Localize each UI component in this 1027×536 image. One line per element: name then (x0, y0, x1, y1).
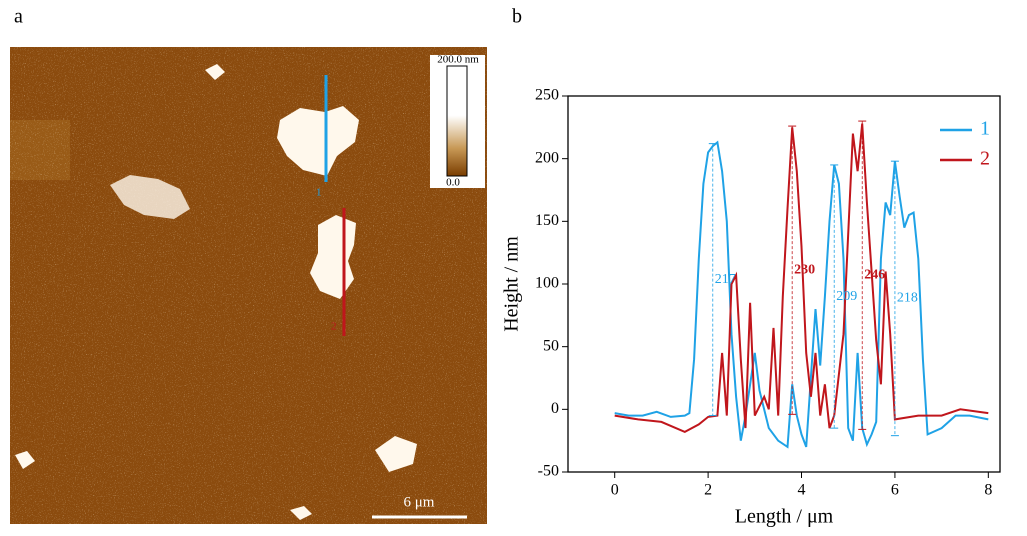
x-axis-label: Length / μm (735, 506, 834, 528)
panel-label: a (14, 6, 23, 28)
colorbar-min: 0.0 (446, 177, 460, 189)
data-line (614, 140, 989, 449)
annotation: 218 (897, 291, 918, 306)
data-line (614, 123, 989, 434)
y-tick-label: 250 (535, 87, 559, 104)
x-tick-label: 6 (891, 482, 899, 499)
y-axis-label: Height / nm (501, 236, 523, 332)
y-tick-label: 150 (535, 212, 559, 229)
x-tick-label: 0 (611, 482, 619, 499)
y-tick-label: 100 (535, 275, 559, 292)
legend-label: 2 (980, 148, 990, 170)
annotation: 217 (715, 272, 736, 287)
annotation: 246 (864, 267, 885, 282)
y-tick-label: 50 (543, 337, 559, 354)
y-tick-label: 0 (551, 400, 559, 417)
y-tick-label: 200 (535, 149, 559, 166)
line-label: 2 (331, 321, 337, 333)
annotation: 209 (836, 289, 857, 304)
x-tick-label: 2 (704, 482, 712, 499)
afm-image: 1 2 200.0 nm 0.0 6 μm (10, 47, 487, 524)
colorbar-max: 200.0 nm (437, 54, 479, 66)
line-label: 1 (316, 187, 322, 199)
annotation: 230 (794, 262, 815, 277)
legend-label: 1 (980, 118, 990, 140)
x-tick-label: 8 (984, 482, 992, 499)
panel-label: b (512, 6, 522, 28)
x-tick-label: 4 (798, 482, 806, 499)
y-tick-label: -50 (538, 463, 559, 480)
scale-bar-label: 6 μm (404, 494, 435, 510)
